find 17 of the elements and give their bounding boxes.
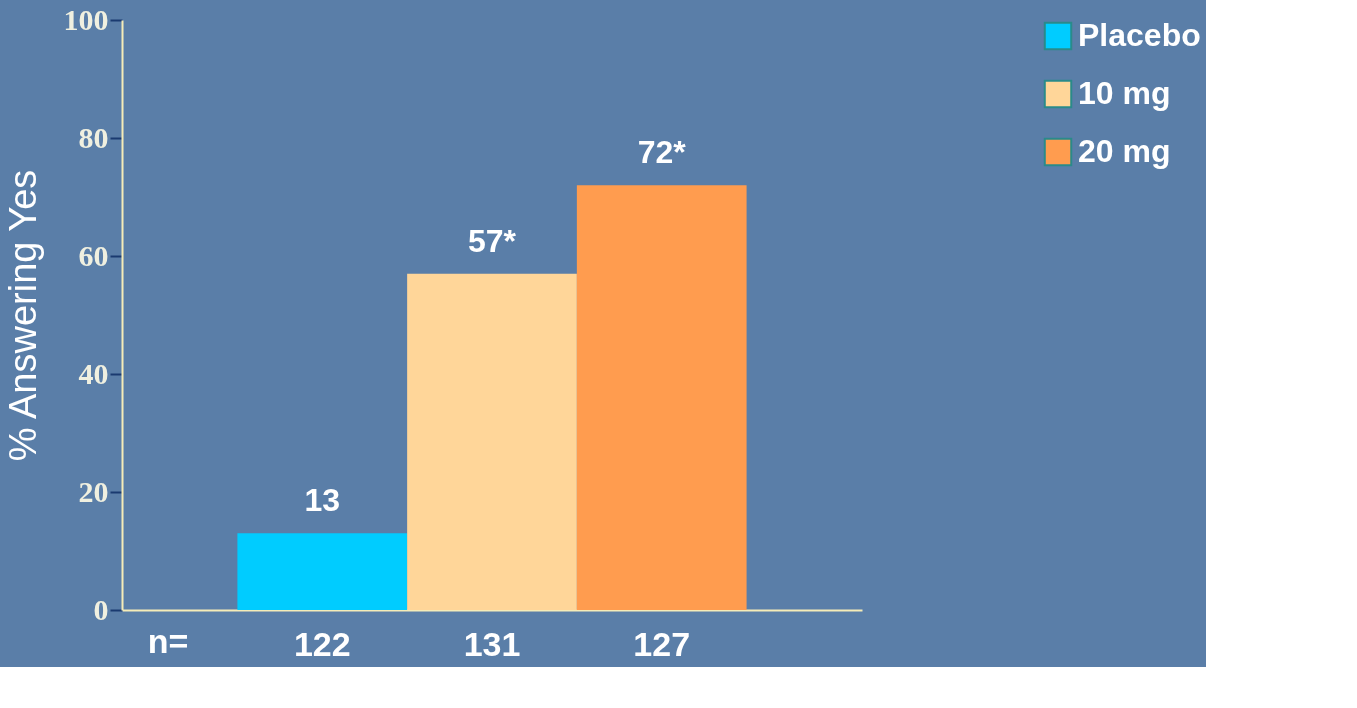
x-tick-label: 122 bbox=[293, 624, 351, 663]
legend-label: Placebo bbox=[1078, 17, 1201, 53]
y-tick-label: 0 bbox=[93, 592, 109, 626]
y-axis-title: % Answering Yes bbox=[1, 169, 44, 462]
y-tick-label: 80 bbox=[78, 120, 109, 154]
data-label: 13 bbox=[304, 482, 341, 519]
data-label: 72* bbox=[637, 134, 687, 171]
y-tick-label: 20 bbox=[78, 474, 109, 508]
y-tick-label: 40 bbox=[78, 356, 109, 390]
x-tick-label: 127 bbox=[633, 624, 691, 663]
y-tick-label: 60 bbox=[78, 238, 109, 272]
data-label: 57* bbox=[467, 222, 517, 259]
y-tick-label: 100 bbox=[63, 2, 109, 36]
x-tick-label: 131 bbox=[463, 624, 521, 663]
legend-label: 20 mg bbox=[1078, 133, 1171, 169]
text: n= bbox=[147, 622, 189, 660]
legend-label: 10 mg bbox=[1078, 75, 1171, 111]
